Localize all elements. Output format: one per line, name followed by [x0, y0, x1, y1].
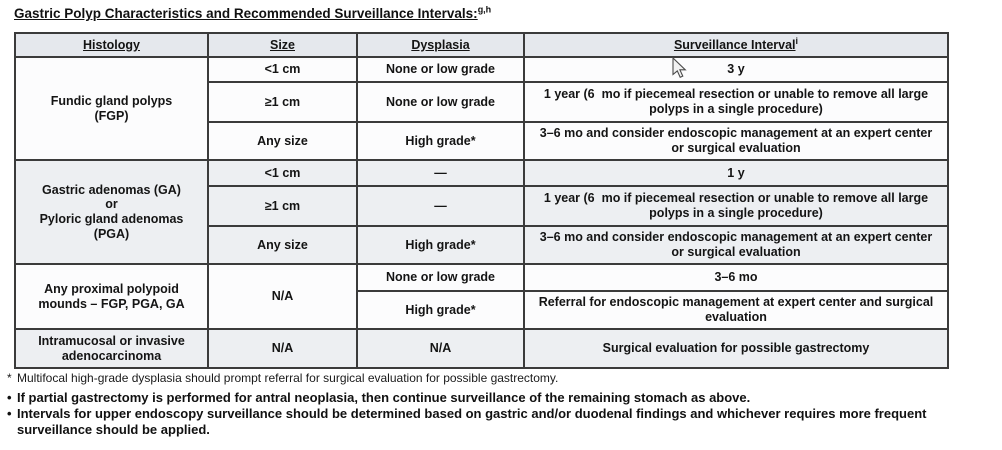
cell-histology-fgp: Fundic gland polyps (FGP): [14, 56, 209, 161]
footnote-asterisk: * Multifocal high-grade dysplasia should…: [7, 371, 559, 385]
footnote-bullet-2: • Intervals for upper endoscopy surveill…: [7, 405, 927, 437]
cell-dysplasia: High grade*: [356, 290, 525, 330]
cell-size: Any size: [207, 121, 358, 161]
cell-dysplasia: —: [356, 159, 525, 187]
header-size: Size: [207, 32, 358, 58]
cell-interval: 3–6 mo and consider endoscopic managemen…: [523, 225, 949, 265]
header-dysplasia: Dysplasia: [356, 32, 525, 58]
header-row: Histology Size Dysplasia Surveillance In…: [14, 32, 949, 58]
surveillance-table: Histology Size Dysplasia Surveillance In…: [14, 32, 949, 369]
cell-histology-ga-pga: Gastric adenomas (GA) or Pyloric gland a…: [14, 159, 209, 265]
table-row: Intramucosal or invasive adenocarcinoma …: [14, 328, 949, 369]
cell-interval: 3–6 mo: [523, 263, 949, 292]
page-title: Gastric Polyp Characteristics and Recomm…: [14, 4, 492, 21]
header-histology: Histology: [14, 32, 209, 58]
table-row: Gastric adenomas (GA) or Pyloric gland a…: [14, 159, 949, 265]
cell-size: ≥1 cm: [207, 81, 358, 123]
page-title-text: Gastric Polyp Characteristics and Recomm…: [14, 6, 478, 21]
cell-histology-proximal-mounds: Any proximal polypoid mounds – FGP, PGA,…: [14, 263, 209, 330]
cell-size: <1 cm: [207, 56, 358, 83]
table-row: Any size High grade* 3–6 mo and consider…: [15, 121, 949, 161]
table-row: High grade* Referral for endoscopic mana…: [15, 290, 949, 330]
cell-interval: 3–6 mo and consider endoscopic managemen…: [523, 121, 949, 161]
cell-size: Any size: [207, 225, 358, 265]
cell-interval: 1 year (6 mo if piecemeal resection or u…: [523, 81, 949, 123]
cell-dysplasia: High grade*: [356, 225, 525, 265]
header-surveillance-interval: Surveillance Intervali: [523, 32, 949, 58]
cell-interval: 1 year (6 mo if piecemeal resection or u…: [523, 185, 949, 227]
header-interval-superscript: i: [795, 35, 799, 46]
page-title-superscript: g,h: [477, 4, 492, 15]
cell-dysplasia: —: [356, 185, 525, 227]
cell-interval: Surgical evaluation for possible gastrec…: [523, 328, 949, 369]
cell-interval: 1 y: [523, 159, 949, 187]
table-row: ≥1 cm None or low grade 1 year (6 mo if …: [15, 81, 949, 123]
surveillance-table-container: Histology Size Dysplasia Surveillance In…: [14, 32, 949, 369]
cell-size: <1 cm: [207, 159, 358, 187]
table-row: Any proximal polypoid mounds – FGP, PGA,…: [14, 263, 949, 330]
cell-interval: 3 y: [523, 56, 949, 83]
cell-interval: Referral for endoscopic management at ex…: [523, 290, 949, 330]
cell-size: N/A: [207, 328, 358, 369]
cell-dysplasia: N/A: [356, 328, 525, 369]
cell-dysplasia: None or low grade: [356, 56, 525, 83]
cell-size: ≥1 cm: [207, 185, 358, 227]
table-row: Any size High grade* 3–6 mo and consider…: [15, 225, 949, 265]
cell-dysplasia: None or low grade: [356, 263, 525, 292]
cell-dysplasia: None or low grade: [356, 81, 525, 123]
footnotes: * Multifocal high-grade dysplasia should…: [7, 371, 997, 438]
cell-histology-adenocarcinoma: Intramucosal or invasive adenocarcinoma: [14, 328, 209, 369]
footnote-bullet-1: • If partial gastrectomy is performed fo…: [7, 390, 751, 405]
table-row: Fundic gland polyps (FGP) <1 cm None or …: [14, 56, 949, 161]
cell-size: N/A: [207, 263, 358, 330]
cell-dysplasia: High grade*: [356, 121, 525, 161]
table-row: ≥1 cm — 1 year (6 mo if piecemeal resect…: [15, 185, 949, 227]
